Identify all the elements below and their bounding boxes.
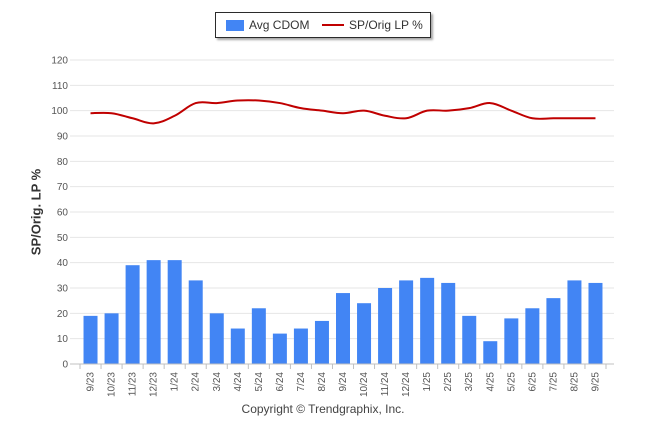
- cdom-bar-9/24[interactable]: [336, 293, 350, 364]
- x-tick-label: 2/25: [443, 372, 454, 392]
- cdom-bar-3/25[interactable]: [462, 315, 477, 364]
- cdom-bar-8/24[interactable]: [314, 320, 329, 364]
- cdom-bar-9/23[interactable]: [83, 315, 98, 364]
- legend-item-avg-cdom[interactable]: Avg CDOM: [226, 18, 309, 32]
- sp-orig-lp-line: [90, 99, 596, 125]
- legend: Avg CDOM SP/Orig LP %: [215, 12, 431, 38]
- x-tick-label: 10/23: [107, 372, 118, 397]
- x-tick-label: 3/24: [212, 372, 223, 392]
- x-tick-label: 2/24: [191, 372, 202, 392]
- x-tick-label: 6/25: [527, 372, 538, 392]
- y-tick-label: 30: [57, 284, 69, 295]
- x-tick-label: 5/24: [254, 372, 265, 392]
- legend-line-swatch: [322, 24, 344, 26]
- x-tick-label: 8/24: [317, 372, 328, 392]
- x-tick-label: 4/24: [233, 372, 244, 392]
- x-tick-label: 7/25: [548, 372, 559, 392]
- x-tick-label: 11/24: [380, 372, 391, 397]
- legend-label-avg-cdom: Avg CDOM: [249, 18, 310, 32]
- x-tick-label: 11/23: [128, 372, 139, 397]
- x-tick-label: 9/23: [86, 372, 97, 392]
- x-tick-label: 1/24: [170, 372, 181, 392]
- cdom-bar-5/24[interactable]: [251, 308, 266, 364]
- y-axis-title: SP/Orig. LP %: [28, 168, 44, 256]
- cdom-bar-1/24[interactable]: [167, 260, 182, 364]
- cdom-bar-2/25[interactable]: [441, 282, 456, 364]
- x-axis-ticks: 9/23 10/23 11/23 12/23 1/24 2/24 3/24 4/24 5/24 6…: [79, 364, 607, 397]
- x-tick-label: 7/24: [296, 372, 307, 392]
- cdom-bar-4/25[interactable]: [483, 341, 498, 364]
- cdom-bar-3/24[interactable]: [209, 313, 224, 364]
- x-tick-label: 9/24: [338, 372, 349, 392]
- cdom-bar-12/23[interactable]: [146, 260, 161, 364]
- y-tick-label: 120: [51, 56, 68, 67]
- y-tick-label: 90: [57, 132, 69, 143]
- y-tick-label: 110: [52, 81, 68, 92]
- cdom-bar-6/24[interactable]: [272, 333, 287, 364]
- x-tick-label: 5/25: [506, 372, 517, 392]
- x-tick-label: 1/25: [422, 372, 433, 392]
- x-tick-label: 6/24: [275, 372, 286, 392]
- cdom-bar-8/25[interactable]: [567, 280, 582, 364]
- cdom-bar-11/24[interactable]: [378, 288, 393, 364]
- legend-label-sp-orig-lp: SP/Orig LP %: [349, 18, 423, 32]
- x-tick-label: 3/25: [464, 372, 475, 392]
- x-tick-label: 4/25: [485, 372, 496, 392]
- y-tick-label: 70: [57, 182, 69, 193]
- copyright-text: Copyright © Trendgraphix, Inc.: [241, 402, 405, 416]
- cdom-bar-10/24[interactable]: [357, 303, 372, 364]
- y-tick-label: 10: [57, 334, 69, 345]
- cdom-bar-9/25[interactable]: [588, 282, 603, 364]
- y-tick-label: 50: [57, 233, 69, 244]
- cdom-bar-7/24[interactable]: [293, 328, 308, 364]
- y-tick-label: 80: [57, 157, 69, 168]
- legend-bar-swatch: [226, 19, 244, 31]
- cdom-bar-12/24[interactable]: [399, 280, 414, 364]
- x-tick-label: 10/24: [359, 372, 370, 397]
- gridlines: [70, 59, 614, 340]
- cdom-bar-4/24[interactable]: [230, 328, 245, 364]
- y-axis-ticks: 0 10 20 30 40 50 60 70 80 90 100 110 120: [51, 56, 68, 371]
- cdom-bars: [83, 260, 603, 364]
- y-tick-label: 100: [51, 106, 68, 117]
- y-tick-label: 40: [57, 258, 69, 269]
- cdom-bar-6/25[interactable]: [525, 308, 540, 364]
- x-tick-label: 12/23: [149, 372, 160, 397]
- cdom-bar-11/23[interactable]: [125, 265, 140, 364]
- legend-item-sp-orig-lp[interactable]: SP/Orig LP %: [322, 18, 423, 32]
- cdom-bar-7/25[interactable]: [546, 298, 561, 364]
- cdom-bar-5/25[interactable]: [504, 318, 519, 364]
- cdom-bar-2/24[interactable]: [188, 280, 203, 364]
- cdom-bar-1/25[interactable]: [420, 277, 435, 364]
- x-tick-label: 12/24: [401, 372, 412, 397]
- y-tick-label: 60: [57, 208, 69, 219]
- cdom-bar-10/23[interactable]: [104, 313, 119, 364]
- y-tick-label: 0: [62, 360, 68, 371]
- x-tick-label: 9/25: [590, 372, 601, 392]
- x-tick-label: 8/25: [569, 372, 580, 392]
- y-tick-label: 20: [57, 309, 69, 320]
